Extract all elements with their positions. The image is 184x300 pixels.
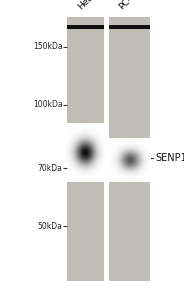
Text: 50kDa: 50kDa xyxy=(38,222,63,231)
Bar xyxy=(67,25,104,29)
Bar xyxy=(109,25,150,29)
Text: SENP1: SENP1 xyxy=(155,153,184,163)
Bar xyxy=(67,16,104,280)
Bar xyxy=(109,16,150,280)
Text: HeLa: HeLa xyxy=(76,0,99,11)
Text: 100kDa: 100kDa xyxy=(33,100,63,109)
Text: 70kDa: 70kDa xyxy=(38,164,63,173)
Text: 150kDa: 150kDa xyxy=(33,42,63,51)
Text: PC-3: PC-3 xyxy=(117,0,138,11)
